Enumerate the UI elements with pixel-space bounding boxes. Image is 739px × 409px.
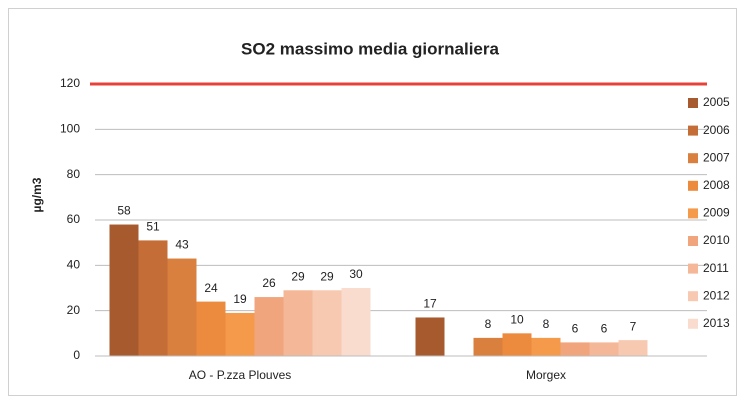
legend-swatch [688, 125, 698, 136]
data-label: 30 [349, 267, 363, 281]
bar [225, 312, 255, 356]
data-label: 19 [233, 292, 247, 306]
chart-title: SO2 massimo media giornaliera [241, 39, 499, 58]
bar [254, 297, 284, 356]
legend-swatch [688, 263, 698, 274]
data-label: 8 [485, 317, 492, 331]
bar [618, 340, 648, 356]
bar [196, 301, 226, 356]
data-label: 29 [291, 269, 305, 283]
y-tick-label: 40 [67, 258, 81, 272]
bar [341, 288, 371, 356]
legend-label: 2007 [703, 150, 730, 164]
data-label: 6 [572, 322, 579, 336]
bar [283, 290, 313, 356]
data-label: 26 [262, 276, 276, 290]
bar [473, 337, 503, 356]
bar [167, 258, 197, 356]
y-tick-label: 80 [67, 167, 81, 181]
data-label: 7 [630, 319, 637, 333]
bar [109, 224, 139, 356]
legend-swatch [688, 98, 698, 108]
legend-label: 2009 [703, 206, 730, 220]
x-tick-label: AO - P.zza Plouves [189, 368, 292, 382]
y-tick-label: 120 [60, 76, 80, 90]
y-axis-label: µg/m3 [30, 177, 44, 212]
data-label: 6 [601, 322, 608, 336]
y-tick-label: 60 [67, 212, 81, 226]
legend-swatch [688, 208, 698, 219]
legend-swatch [688, 153, 698, 164]
data-label: 10 [510, 313, 524, 327]
legend-label: 2006 [703, 123, 730, 137]
y-tick-label: 20 [67, 303, 81, 317]
data-label: 24 [204, 281, 218, 295]
bar [502, 333, 532, 356]
legend-swatch [688, 180, 698, 191]
legend-label: 2012 [703, 288, 730, 302]
y-tick-label: 100 [60, 122, 80, 136]
bar [589, 342, 619, 356]
legend-label: 2010 [703, 233, 730, 247]
x-tick-label: Morgex [526, 368, 566, 382]
data-label: 29 [320, 269, 334, 283]
bar [312, 290, 342, 356]
bar [138, 240, 168, 356]
legend-swatch [688, 291, 698, 302]
legend-label: 2011 [703, 261, 729, 275]
bar [560, 342, 590, 356]
data-label: 43 [175, 238, 189, 252]
bar [415, 317, 445, 356]
data-label: 17 [423, 297, 437, 311]
legend-swatch [688, 236, 698, 246]
y-tick-label: 0 [73, 348, 80, 362]
bar [531, 337, 561, 356]
data-label: 51 [146, 220, 160, 234]
legend-label: 2005 [703, 95, 730, 109]
legend-label: 2008 [703, 178, 730, 192]
legend-swatch [688, 318, 698, 329]
legend-label: 2013 [703, 316, 730, 330]
data-label: 8 [543, 317, 550, 331]
data-label: 58 [117, 204, 131, 218]
